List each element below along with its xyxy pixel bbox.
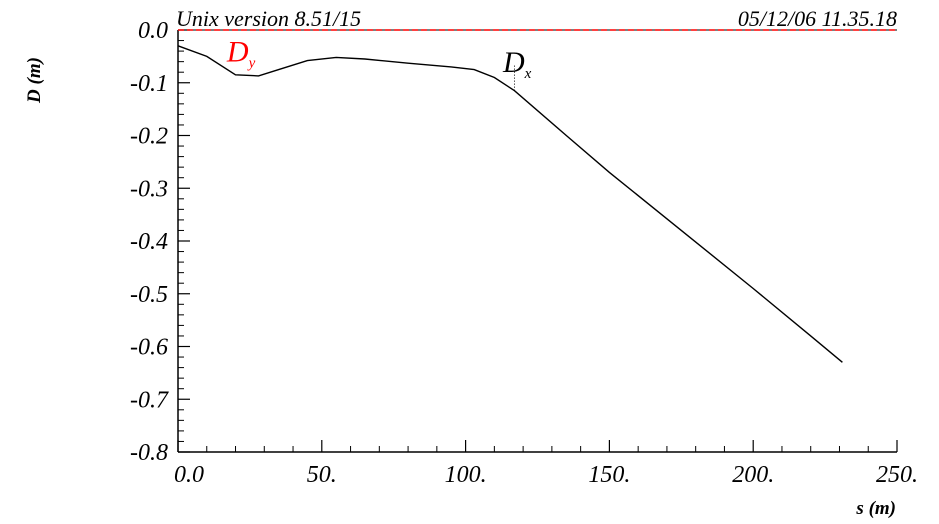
x-tick-label: 50. bbox=[307, 462, 337, 488]
y-tick-label: 0.0 bbox=[138, 18, 168, 44]
y-tick-label: -0.7 bbox=[130, 387, 169, 413]
x-tick-label: 250. bbox=[876, 462, 918, 488]
series-label-dy: Dy bbox=[226, 36, 256, 72]
y-tick-label: -0.2 bbox=[130, 124, 168, 150]
x-tick-label: 200. bbox=[732, 462, 774, 488]
x-tick-label: 100. bbox=[445, 462, 487, 488]
header-left: Unix version 8.51/15 bbox=[176, 6, 361, 31]
y-tick-label: -0.4 bbox=[130, 229, 168, 255]
x-tick-label: 0.0 bbox=[174, 462, 204, 488]
y-axis-label: D (m) bbox=[24, 57, 45, 104]
header-right: 05/12/06 11.35.18 bbox=[738, 6, 897, 31]
y-tick-label: -0.3 bbox=[130, 176, 168, 202]
y-tick-label: -0.6 bbox=[130, 335, 168, 361]
x-tick-label: 150. bbox=[588, 462, 630, 488]
series-line-dx bbox=[177, 45, 843, 363]
y-tick-label: -0.1 bbox=[130, 71, 168, 97]
y-tick-label: -0.8 bbox=[130, 440, 168, 466]
series-label-dx: Dx bbox=[502, 46, 532, 82]
x-axis-label: s (m) bbox=[855, 498, 896, 519]
y-tick-label: -0.5 bbox=[130, 282, 168, 308]
